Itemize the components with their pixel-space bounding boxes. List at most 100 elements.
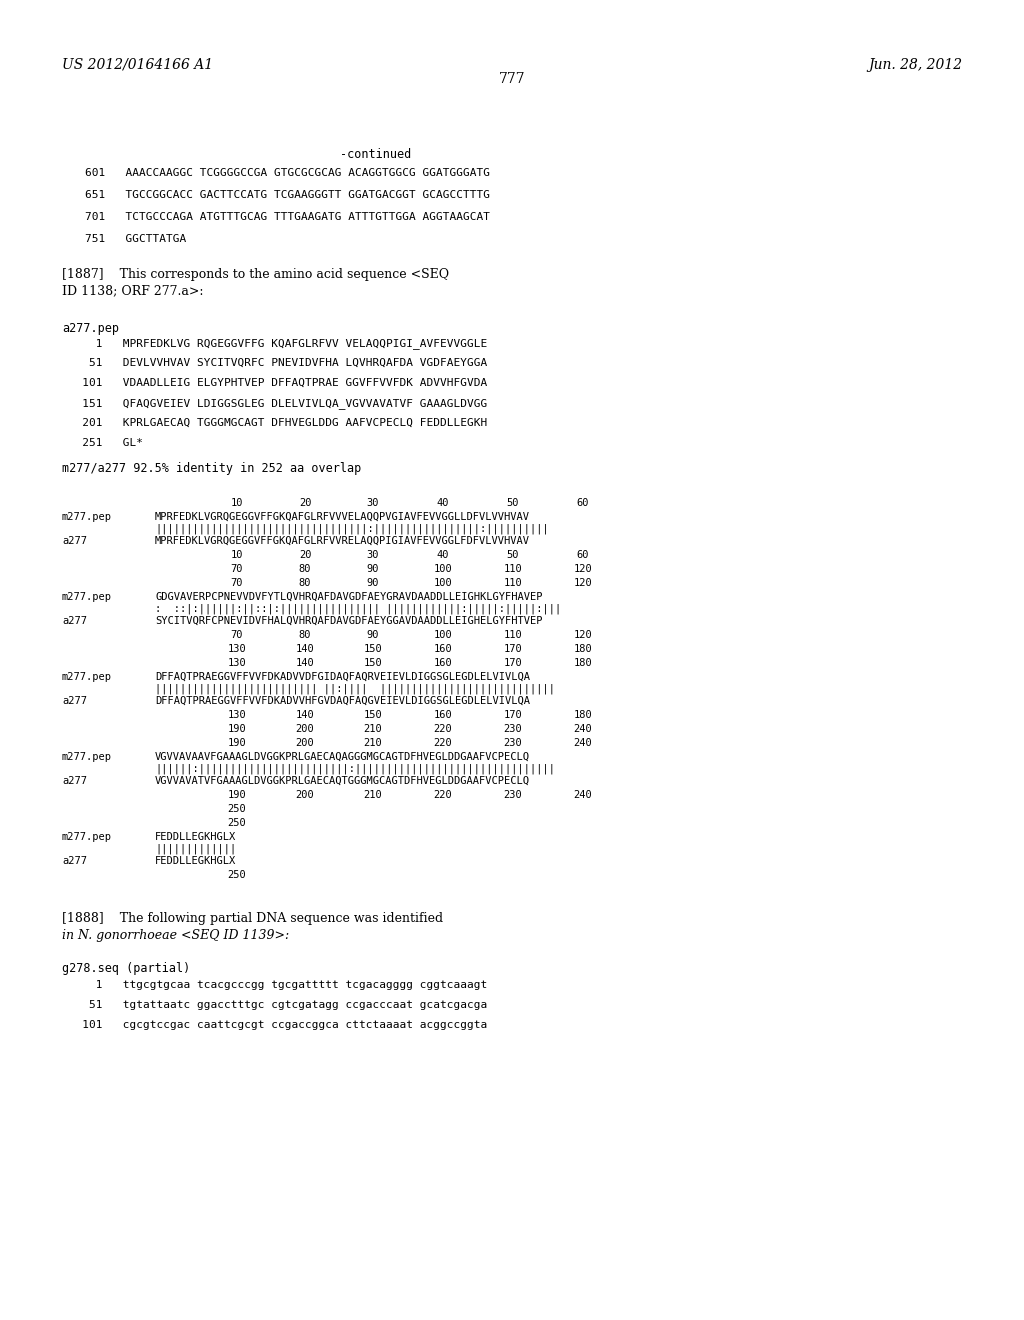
Text: 230: 230	[504, 723, 522, 734]
Text: 251   GL*: 251 GL*	[62, 438, 143, 447]
Text: 110: 110	[504, 578, 522, 587]
Text: [1887]    This corresponds to the amino acid sequence <SEQ: [1887] This corresponds to the amino aci…	[62, 268, 450, 281]
Text: 240: 240	[573, 738, 592, 748]
Text: 101   VDAADLLEIG ELGYPHTVEP DFFAQTPRAE GGVFFVVFDK ADVVHFGVDA: 101 VDAADLLEIG ELGYPHTVEP DFFAQTPRAE GGV…	[62, 378, 487, 388]
Text: 240: 240	[573, 789, 592, 800]
Text: 20: 20	[299, 550, 311, 560]
Text: US 2012/0164166 A1: US 2012/0164166 A1	[62, 58, 213, 73]
Text: 170: 170	[504, 710, 522, 719]
Text: 40: 40	[437, 498, 450, 508]
Text: 50: 50	[507, 550, 519, 560]
Text: FEDDLLEGKHGLX: FEDDLLEGKHGLX	[155, 855, 237, 866]
Text: 130: 130	[227, 710, 247, 719]
Text: 120: 120	[573, 630, 592, 640]
Text: 51   tgtattaatc ggacctttgc cgtcgatagg ccgacccaat gcatcgacga: 51 tgtattaatc ggacctttgc cgtcgatagg ccga…	[62, 1001, 487, 1010]
Text: 1   ttgcgtgcaa tcacgcccgg tgcgattttt tcgacagggg cggtcaaagt: 1 ttgcgtgcaa tcacgcccgg tgcgattttt tcgac…	[62, 979, 487, 990]
Text: a277.pep: a277.pep	[62, 322, 119, 335]
Text: m277.pep: m277.pep	[62, 832, 112, 842]
Text: 140: 140	[296, 710, 314, 719]
Text: m277.pep: m277.pep	[62, 752, 112, 762]
Text: 190: 190	[227, 723, 247, 734]
Text: m277.pep: m277.pep	[62, 512, 112, 521]
Text: 100: 100	[433, 564, 453, 574]
Text: 201   KPRLGAECAQ TGGGMGCAGT DFHVEGLDDG AAFVCPECLQ FEDDLLEGKH: 201 KPRLGAECAQ TGGGMGCAGT DFHVEGLDDG AAF…	[62, 418, 487, 428]
Text: 90: 90	[367, 564, 379, 574]
Text: 200: 200	[296, 789, 314, 800]
Text: [1888]    The following partial DNA sequence was identified: [1888] The following partial DNA sequenc…	[62, 912, 443, 925]
Text: 110: 110	[504, 630, 522, 640]
Text: 90: 90	[367, 630, 379, 640]
Text: Jun. 28, 2012: Jun. 28, 2012	[868, 58, 962, 73]
Text: 190: 190	[227, 738, 247, 748]
Text: |||||||||||||: |||||||||||||	[155, 843, 237, 854]
Text: a277: a277	[62, 616, 87, 626]
Text: MPRFEDKLVGRQGEGGVFFGKQAFGLRFVVVELAQQPVGIAVFEVVGGLLDFVLVVHVAV: MPRFEDKLVGRQGEGGVFFGKQAFGLRFVVVELAQQPVGI…	[155, 512, 530, 521]
Text: 190: 190	[227, 789, 247, 800]
Text: 751   GGCTTATGA: 751 GGCTTATGA	[85, 234, 186, 244]
Text: -continued: -continued	[340, 148, 412, 161]
Text: 210: 210	[364, 738, 382, 748]
Text: 160: 160	[433, 657, 453, 668]
Text: 60: 60	[577, 498, 589, 508]
Text: a277: a277	[62, 855, 87, 866]
Text: FEDDLLEGKHGLX: FEDDLLEGKHGLX	[155, 832, 237, 842]
Text: 130: 130	[227, 657, 247, 668]
Text: 230: 230	[504, 738, 522, 748]
Text: DFFAQTPRAEGGVFFVVFDKADVVHFGVDAQFAQGVEIEVLDIGGSGLEGDLELVIVLQA: DFFAQTPRAEGGVFFVVFDKADVVHFGVDAQFAQGVEIEV…	[155, 696, 530, 706]
Text: a277: a277	[62, 536, 87, 546]
Text: g278.seq (partial): g278.seq (partial)	[62, 962, 190, 975]
Text: 70: 70	[230, 578, 244, 587]
Text: 220: 220	[433, 789, 453, 800]
Text: 100: 100	[433, 630, 453, 640]
Text: 1   MPRFEDKLVG RQGEGGVFFG KQAFGLRFVV VELAQQPIGI_AVFEVVGGLE: 1 MPRFEDKLVG RQGEGGVFFG KQAFGLRFVV VELAQ…	[62, 338, 487, 348]
Text: 180: 180	[573, 644, 592, 653]
Text: 220: 220	[433, 738, 453, 748]
Text: |||||||||||||||||||||||||| ||:||||  ||||||||||||||||||||||||||||: |||||||||||||||||||||||||| ||:|||| |||||…	[155, 684, 555, 694]
Text: 150: 150	[364, 657, 382, 668]
Text: 80: 80	[299, 578, 311, 587]
Text: 40: 40	[437, 550, 450, 560]
Text: 150: 150	[364, 644, 382, 653]
Text: 250: 250	[227, 870, 247, 880]
Text: 151   QFAQGVEIEV LDIGGSGLEG DLELVIVLQA_VGVVAVATVF GAAAGLDVGG: 151 QFAQGVEIEV LDIGGSGLEG DLELVIVLQA_VGV…	[62, 399, 487, 409]
Text: 160: 160	[433, 644, 453, 653]
Text: 170: 170	[504, 644, 522, 653]
Text: 60: 60	[577, 550, 589, 560]
Text: 200: 200	[296, 738, 314, 748]
Text: 101   cgcgtccgac caattcgcgt ccgaccggca cttctaaaat acggccggta: 101 cgcgtccgac caattcgcgt ccgaccggca ctt…	[62, 1020, 487, 1030]
Text: 80: 80	[299, 564, 311, 574]
Text: 70: 70	[230, 564, 244, 574]
Text: 230: 230	[504, 789, 522, 800]
Text: 180: 180	[573, 710, 592, 719]
Text: m277/a277 92.5% identity in 252 aa overlap: m277/a277 92.5% identity in 252 aa overl…	[62, 462, 361, 475]
Text: VGVVAVATVFGAAAGLDVGGKPRLGAECAQTGGGMGCAGTDFHVEGLDDGAAFVCPECLQ: VGVVAVATVFGAAAGLDVGGKPRLGAECAQTGGGMGCAGT…	[155, 776, 530, 785]
Text: in N. gonorrhoeae <SEQ ID 1139>:: in N. gonorrhoeae <SEQ ID 1139>:	[62, 929, 289, 942]
Text: 240: 240	[573, 723, 592, 734]
Text: 250: 250	[227, 804, 247, 814]
Text: 250: 250	[227, 818, 247, 828]
Text: VGVVAVAAVFGAAAGLDVGGKPRLGAECAQAGGGMGCAGTDFHVEGLDDGAAFVCPECLQ: VGVVAVAAVFGAAAGLDVGGKPRLGAECAQAGGGMGCAGT…	[155, 752, 530, 762]
Text: m277.pep: m277.pep	[62, 672, 112, 682]
Text: 100: 100	[433, 578, 453, 587]
Text: ||||||:||||||||||||||||||||||||:||||||||||||||||||||||||||||||||: ||||||:||||||||||||||||||||||||:||||||||…	[155, 764, 555, 775]
Text: 150: 150	[364, 710, 382, 719]
Text: 601   AAACCAAGGC TCGGGGCCGA GTGCGCGCAG ACAGGTGGCG GGATGGGATG: 601 AAACCAAGGC TCGGGGCCGA GTGCGCGCAG ACA…	[85, 168, 490, 178]
Text: 90: 90	[367, 578, 379, 587]
Text: MPRFEDKLVGRQGEGGVFFGKQAFGLRFVVRELAQQPIGIAVFEVVGGLFDFVLVVHVAV: MPRFEDKLVGRQGEGGVFFGKQAFGLRFVVRELAQQPIGI…	[155, 536, 530, 546]
Text: 170: 170	[504, 657, 522, 668]
Text: 210: 210	[364, 789, 382, 800]
Text: 140: 140	[296, 657, 314, 668]
Text: SYCITVQRFCPNEVIDVFHALQVHRQAFDAVGDFAEYGGAVDAADDLLEIGHELGYFHTVEP: SYCITVQRFCPNEVIDVFHALQVHRQAFDAVGDFAEYGGA…	[155, 616, 543, 626]
Text: 220: 220	[433, 723, 453, 734]
Text: 30: 30	[367, 498, 379, 508]
Text: 777: 777	[499, 73, 525, 86]
Text: 160: 160	[433, 710, 453, 719]
Text: 140: 140	[296, 644, 314, 653]
Text: 51   DEVLVVHVAV SYCITVQRFC PNEVIDVFHA LQVHRQAFDA VGDFAEYGGA: 51 DEVLVVHVAV SYCITVQRFC PNEVIDVFHA LQVH…	[62, 358, 487, 368]
Text: 130: 130	[227, 644, 247, 653]
Text: a277: a277	[62, 696, 87, 706]
Text: 30: 30	[367, 550, 379, 560]
Text: DFFAQTPRAEGGVFFVVFDKADVVDFGIDAQFAQRVEIEVLDIGGSGLEGDLELVIVLQA: DFFAQTPRAEGGVFFVVFDKADVVDFGIDAQFAQRVEIEV…	[155, 672, 530, 682]
Text: 651   TGCCGGCACC GACTTCCATG TCGAAGGGTT GGATGACGGT GCAGCCTTTG: 651 TGCCGGCACC GACTTCCATG TCGAAGGGTT GGA…	[85, 190, 490, 201]
Text: :  ::|:||||||:||::|:|||||||||||||||| ||||||||||||:|||||:|||||:|||: : ::|:||||||:||::|:|||||||||||||||| ||||…	[155, 605, 561, 615]
